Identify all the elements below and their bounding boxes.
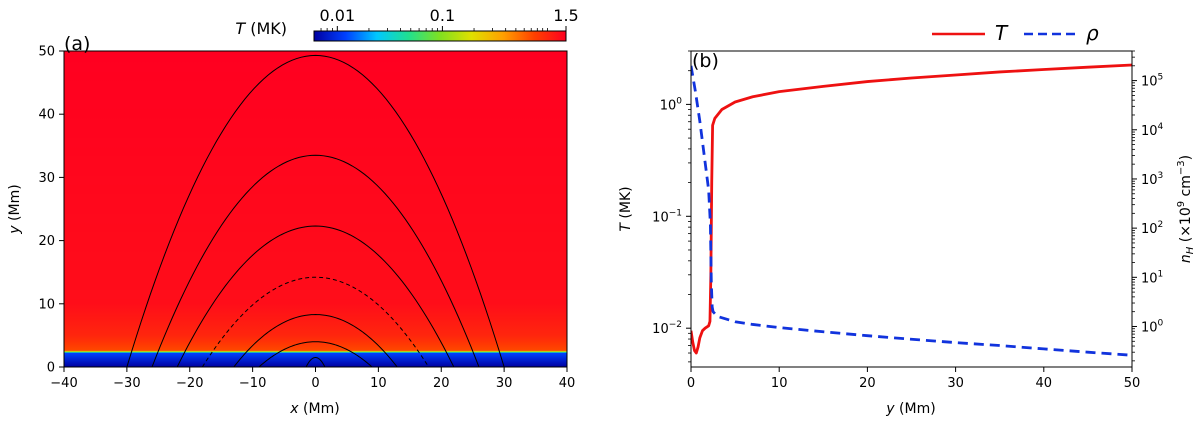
field-line-5 <box>151 154 480 367</box>
y-left-tick-label: 10−2 <box>652 320 682 337</box>
panel-a-label: (a) <box>64 33 90 55</box>
y-right-tick-label: 103 <box>1141 171 1163 188</box>
panel-a: −40 −30 −20 −10 0 10 20 30 40 0 10 20 30 40 50 (a) x (… <box>7 6 579 417</box>
x-tick-label: −40 <box>50 376 77 391</box>
panel-a-ticks: −40 −30 −20 −10 0 10 20 30 40 0 10 20 30 40 50 <box>38 45 575 392</box>
field-line-0 <box>305 357 326 367</box>
y-right-tick-label: 105 <box>1141 73 1163 90</box>
x-tick-label: 40 <box>559 376 576 391</box>
panel-b-series <box>691 63 1132 357</box>
panel-a-ylabel: y (Mm) <box>7 184 23 234</box>
colorbar-ticks: 0.01 0.1 1.5 <box>320 6 579 31</box>
panel-b: 0 10 20 30 40 50 10−2 10−1 100 100 101 102 103 104 105… <box>618 21 1196 417</box>
x-tick-label: 20 <box>859 376 876 391</box>
legend-label-T: T <box>995 21 1009 45</box>
x-tick-label: 10 <box>771 376 788 391</box>
field-line-6 <box>126 54 505 367</box>
x-tick-label: −10 <box>239 376 266 391</box>
y-tick-label: 30 <box>38 171 55 186</box>
x-tick-label: −20 <box>176 376 203 391</box>
field-line-4 <box>176 225 455 367</box>
y-right-tick-label: 104 <box>1141 122 1164 139</box>
y-tick-label: 50 <box>38 45 55 60</box>
x-tick-label: 20 <box>433 376 450 391</box>
y-right-tick-label: 101 <box>1141 269 1163 286</box>
field-line-1 <box>258 341 373 367</box>
colorbar-tick-label: 0.01 <box>320 6 356 25</box>
y-right-tick-label: 100 <box>1141 318 1164 335</box>
field-line-2 <box>233 314 398 367</box>
colorbar <box>313 30 567 42</box>
panel-b-frame <box>690 50 1133 368</box>
field-line-3 <box>201 276 430 367</box>
colorbar-tick-label: 0.1 <box>430 6 455 25</box>
y-tick-label: 40 <box>38 108 55 123</box>
x-tick-label: 50 <box>1124 376 1141 391</box>
x-tick-label: 0 <box>311 376 319 391</box>
series-line-T <box>691 63 1132 355</box>
x-tick-label: 40 <box>1036 376 1053 391</box>
panel-b-ticks: 0 10 20 30 40 50 10−2 10−1 100 100 101 102 103 104 105 <box>652 50 1164 391</box>
y-left-tick-label: 100 <box>660 96 683 113</box>
panel-b-ylabel-left: T (MK) <box>618 186 634 231</box>
heatmap-background <box>64 51 567 367</box>
panel-a-xlabel: x (Mm) <box>289 401 339 417</box>
series-line-rho <box>691 65 1132 357</box>
colorbar-tick-label: 1.5 <box>553 6 578 25</box>
x-tick-label: 30 <box>496 376 513 391</box>
x-tick-label: 0 <box>687 376 695 391</box>
field-lines <box>126 54 505 367</box>
y-left-tick-label: 10−1 <box>652 208 682 225</box>
x-tick-label: −30 <box>113 376 140 391</box>
panel-b-label: (b) <box>692 50 719 72</box>
legend: T ρ <box>932 21 1099 45</box>
y-tick-label: 20 <box>38 234 55 249</box>
x-tick-label: 30 <box>947 376 964 391</box>
y-tick-label: 10 <box>38 297 55 312</box>
colorbar-label: T (MK) <box>235 19 287 38</box>
panel-b-ylabel-right: nH (×109 cm−3) <box>1176 155 1196 263</box>
x-tick-label: 10 <box>370 376 387 391</box>
panel-b-xlabel: y (Mm) <box>885 401 935 417</box>
y-right-tick-label: 102 <box>1141 220 1163 237</box>
y-tick-label: 0 <box>47 361 55 376</box>
legend-label-rho: ρ <box>1086 21 1099 45</box>
